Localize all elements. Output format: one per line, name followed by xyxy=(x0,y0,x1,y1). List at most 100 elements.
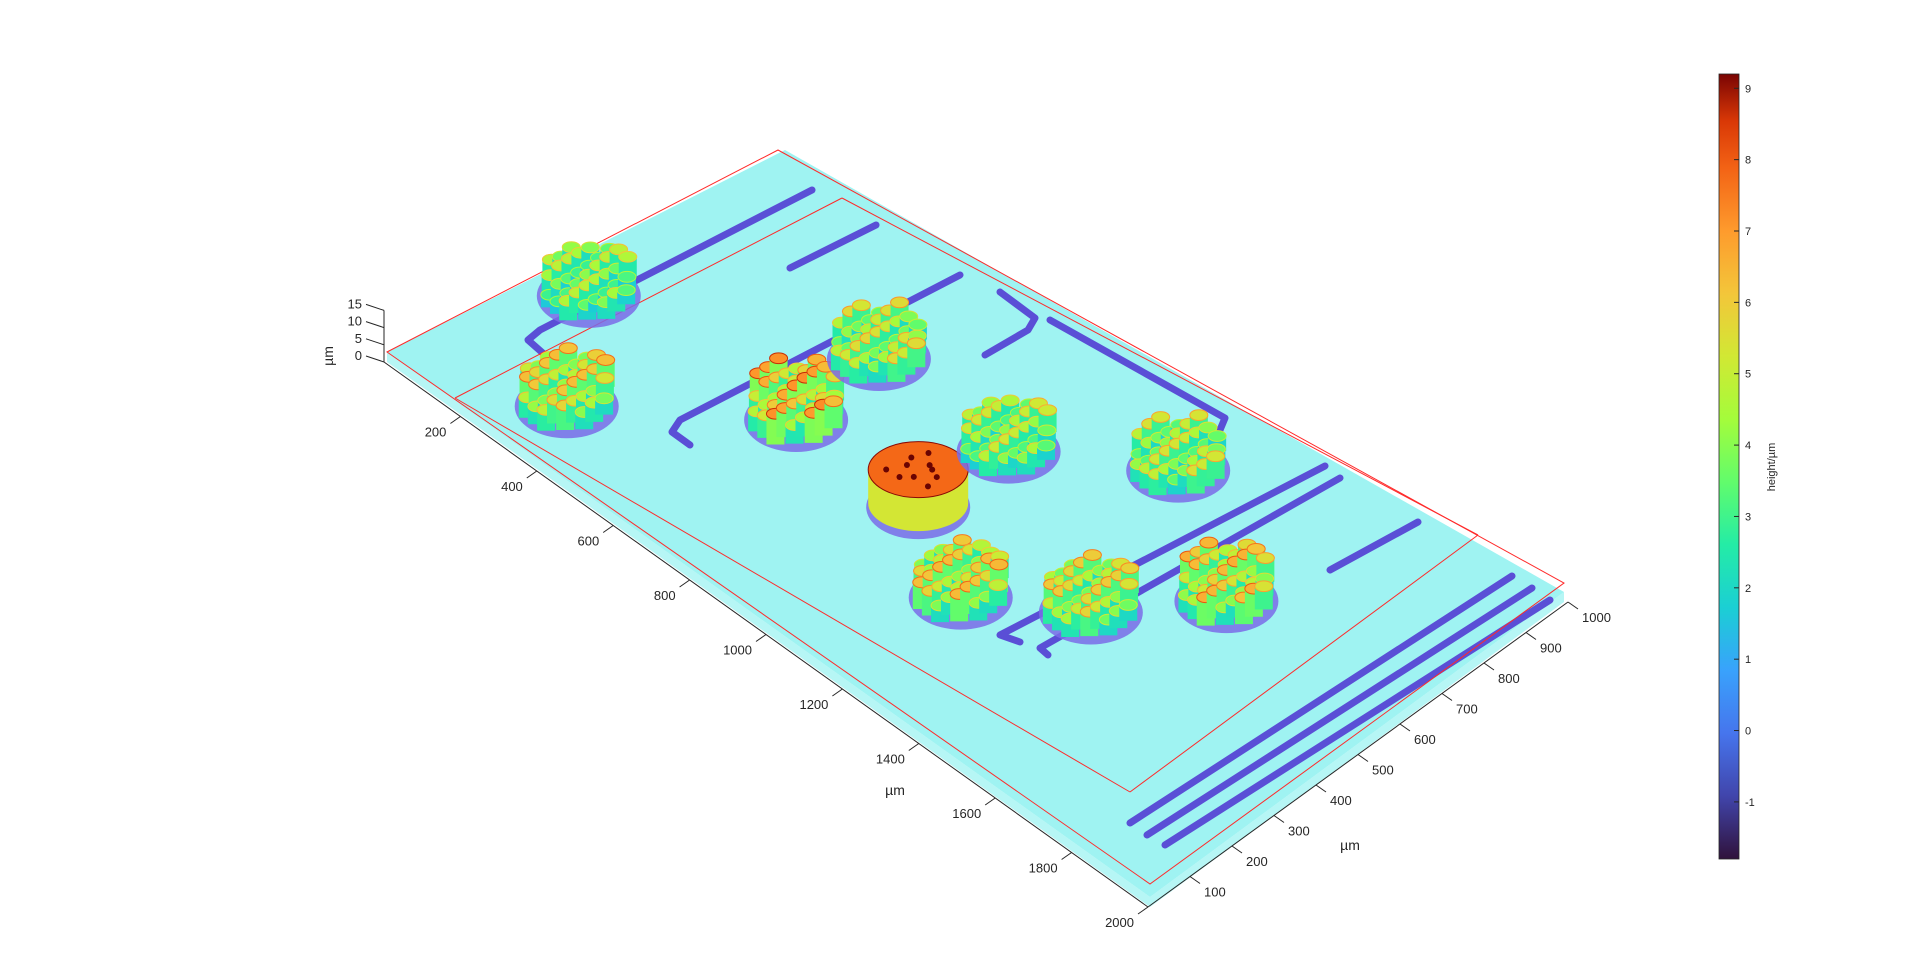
disk-pit xyxy=(910,473,917,480)
disk-pit xyxy=(924,483,931,490)
pillar-top xyxy=(1000,394,1020,407)
x-tick-label: 1000 xyxy=(723,643,752,658)
pillar-top xyxy=(824,395,844,408)
pillar-cluster xyxy=(744,352,849,452)
colorbar-tick-label: 4 xyxy=(1745,440,1751,452)
pillar-cluster xyxy=(908,534,1013,630)
z-tick-mark xyxy=(365,321,385,329)
x-tick-mark xyxy=(679,579,690,588)
y-tick-label: 500 xyxy=(1372,763,1394,778)
pillar-cluster xyxy=(536,241,641,328)
pillar-top xyxy=(1254,580,1274,593)
y-tick-mark xyxy=(1273,815,1285,823)
x-tick-mark xyxy=(450,416,461,424)
pillar-top xyxy=(1120,562,1140,575)
pillar-top xyxy=(1189,409,1209,422)
channel xyxy=(981,288,1039,359)
y-tick-mark xyxy=(1399,723,1411,732)
y-tick-mark xyxy=(1441,693,1453,701)
pillar-cluster xyxy=(514,342,619,439)
pillar-cluster xyxy=(826,296,931,391)
pillar-top xyxy=(1037,424,1057,437)
x-tick-mark xyxy=(602,525,614,533)
x-tick-label: 1200 xyxy=(799,697,828,712)
pillar-top xyxy=(558,342,578,355)
solid-disk xyxy=(866,441,971,540)
pillar-side xyxy=(824,401,843,429)
pillar-top xyxy=(769,352,789,365)
y-tick-label: 700 xyxy=(1456,702,1478,717)
y-tick-mark xyxy=(1357,754,1369,762)
substrate-top xyxy=(387,150,1564,897)
channel xyxy=(786,221,880,272)
colorbar-tick-label: 0 xyxy=(1745,726,1751,738)
colorbar-tick-label: 3 xyxy=(1745,511,1751,523)
colorbar-tick-label: -1 xyxy=(1745,797,1755,809)
x-tick-label: 2000 xyxy=(1105,915,1134,930)
pillar-top xyxy=(988,579,1008,592)
disk-pit xyxy=(903,462,910,469)
pillar-top xyxy=(616,284,636,297)
disk-pit xyxy=(883,466,890,473)
x-tick-mark xyxy=(908,743,920,751)
x-tick-mark xyxy=(1061,852,1072,860)
pillar-top xyxy=(890,296,910,309)
x-axis-label: µm xyxy=(885,782,905,798)
pillar-top xyxy=(1199,536,1219,549)
box-inner-edge xyxy=(454,197,843,399)
x-tick-mark xyxy=(1137,906,1149,915)
y-tick-label: 600 xyxy=(1414,732,1436,747)
colorbar-tick-label: 6 xyxy=(1745,297,1751,309)
x-tick-label: 400 xyxy=(501,479,523,494)
colorbar-tick-label: 1 xyxy=(1745,654,1751,666)
pillar-top xyxy=(617,270,637,283)
pillar-top xyxy=(1206,450,1226,463)
x-tick-mark xyxy=(984,797,996,806)
x-tick-label: 800 xyxy=(654,588,676,603)
x-tick-label: 1800 xyxy=(1029,861,1058,876)
disk-pit xyxy=(926,462,933,469)
box-edges xyxy=(386,149,1565,885)
pillar-cluster xyxy=(1174,536,1279,634)
colorbar-tick-label: 7 xyxy=(1745,226,1751,238)
box-inner-edge xyxy=(841,197,1479,536)
colorbar-tick-label: 5 xyxy=(1745,369,1751,381)
y-tick-label: 900 xyxy=(1540,641,1562,656)
channels xyxy=(524,186,1554,849)
box-inner-edge xyxy=(454,397,1131,793)
disk-top xyxy=(867,441,969,499)
pillar-top xyxy=(1082,549,1102,561)
x-tick-mark xyxy=(526,470,538,479)
box-top-edge xyxy=(386,149,1565,885)
pillar-top xyxy=(594,392,614,405)
surface-features xyxy=(514,241,1279,645)
y-tick-label: 300 xyxy=(1288,824,1310,839)
x-tick-label: 1400 xyxy=(876,752,905,767)
channel xyxy=(1036,474,1344,659)
pillar-top xyxy=(906,337,926,350)
pillar-side xyxy=(1254,586,1273,610)
x-axis-ticks: 200 400 600 800 1000 1200 1400 1600 1800 2000 xyxy=(425,416,1149,930)
x-tick-label: 600 xyxy=(577,534,599,549)
box-inner-edge xyxy=(1129,534,1479,793)
z-tick-mark xyxy=(365,355,385,363)
pillar-top xyxy=(989,558,1009,571)
y-tick-mark xyxy=(1567,601,1579,610)
z-tick-mark xyxy=(365,303,385,311)
y-tick-mark xyxy=(1483,662,1495,671)
pillar-top xyxy=(618,250,638,263)
pillar-top xyxy=(1118,599,1138,611)
pillar-cluster xyxy=(1038,549,1143,645)
disk-side xyxy=(868,469,969,532)
channel xyxy=(1126,572,1516,827)
pillar-top xyxy=(1119,577,1139,590)
y-axis-ticks: 100 200 300 400 500 600 700 800 900 1000 xyxy=(1189,601,1611,900)
disk-pit xyxy=(925,449,932,456)
z-tick-mark xyxy=(365,338,385,346)
z-axis-label: µm xyxy=(320,346,336,366)
pillar-top xyxy=(580,241,600,254)
pillar-top xyxy=(1207,430,1227,442)
channel xyxy=(1161,596,1554,849)
pillar-top xyxy=(1036,439,1056,452)
